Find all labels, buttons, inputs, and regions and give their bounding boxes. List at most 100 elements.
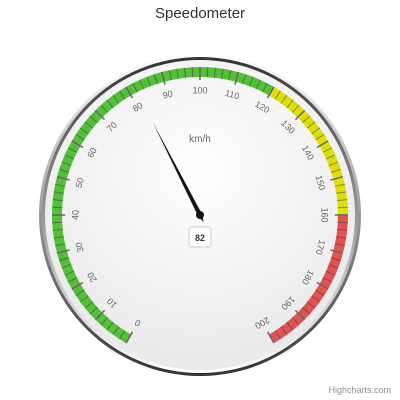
minor-tick [100, 317, 109, 326]
tick-label: 60 [85, 146, 99, 160]
minor-tick [337, 199, 348, 202]
minor-tick [328, 161, 339, 167]
tick-label: 100 [192, 85, 207, 95]
minor-tick [184, 67, 187, 78]
major-tick [160, 71, 166, 85]
plot-band-1 [269, 86, 348, 215]
minor-tick [302, 306, 311, 315]
tick-label: 90 [162, 88, 174, 100]
minor-tick [61, 263, 72, 269]
minor-tick [118, 90, 126, 100]
minor-tick [146, 76, 152, 87]
minor-tick [311, 295, 321, 303]
minor-tick [75, 289, 85, 297]
unit-label: km/h [189, 134, 211, 145]
minor-tick [302, 115, 311, 124]
minor-tick [64, 154, 75, 160]
major-tick [125, 86, 134, 99]
major-tick [266, 86, 275, 99]
minor-tick [206, 67, 209, 78]
minor-tick [334, 243, 345, 247]
minor-tick [79, 295, 89, 303]
minor-tick [337, 221, 348, 224]
minor-tick [106, 99, 114, 109]
minor-tick [55, 183, 66, 187]
minor-tick [153, 74, 158, 84]
minor-tick [291, 317, 300, 326]
tick-label: 30 [73, 241, 85, 253]
minor-tick [132, 82, 138, 93]
minor-tick [79, 127, 89, 135]
value-label-box: 82 [188, 226, 212, 248]
minor-tick [255, 79, 261, 90]
minor-tick [84, 301, 94, 309]
minor-tick [325, 270, 336, 276]
minor-tick [191, 67, 194, 78]
major-tick [330, 249, 344, 255]
minor-tick [52, 228, 63, 231]
minor-tick [306, 301, 316, 309]
minor-tick [67, 147, 78, 153]
gauge-needle [152, 121, 204, 223]
tick-label: 150 [314, 174, 328, 191]
tick-label: 80 [131, 100, 145, 114]
major-tick [330, 175, 344, 181]
minor-tick [337, 228, 348, 231]
major-tick [94, 109, 106, 121]
minor-tick [274, 330, 282, 340]
minor-tick [53, 236, 64, 239]
minor-tick [242, 74, 247, 84]
minor-tick [336, 191, 347, 194]
minor-tick [228, 70, 232, 81]
plot-band-2 [269, 215, 348, 344]
minor-tick [139, 79, 145, 90]
major-tick [56, 249, 70, 255]
tick-label: 40 [70, 210, 80, 220]
minor-tick [100, 104, 109, 113]
credits-link[interactable]: Highcharts.com [328, 385, 391, 395]
minor-tick [286, 99, 294, 109]
minor-tick [89, 115, 98, 124]
major-tick [71, 281, 84, 290]
major-tick [294, 309, 306, 321]
minor-tick [112, 326, 120, 336]
minor-tick [331, 168, 341, 173]
major-tick [125, 331, 134, 344]
minor-tick [176, 68, 179, 79]
minor-tick [53, 191, 64, 194]
minor-tick [262, 82, 268, 93]
minor-tick [315, 289, 325, 297]
minor-tick [112, 94, 120, 104]
tick-label: 0 [133, 317, 142, 328]
major-tick [71, 140, 84, 149]
minor-tick [286, 321, 294, 331]
major-tick [56, 175, 70, 181]
minor-tick [64, 270, 75, 276]
minor-tick [213, 67, 216, 78]
minor-tick [325, 154, 336, 160]
minor-tick [106, 321, 114, 331]
minor-tick [315, 133, 325, 141]
minor-tick [89, 306, 98, 315]
minor-tick [67, 277, 78, 283]
minor-tick [280, 326, 288, 336]
tick-label: 70 [105, 120, 119, 134]
needle-pivot [196, 211, 204, 219]
minor-tick [52, 199, 63, 202]
minor-tick [59, 168, 69, 173]
minor-tick [52, 206, 63, 209]
minor-tick [61, 161, 72, 167]
minor-tick [328, 263, 339, 269]
minor-tick [221, 68, 224, 79]
tick-label: 20 [85, 270, 99, 284]
chart-title: Speedometer [154, 5, 246, 22]
major-tick [316, 281, 329, 290]
minor-tick [248, 76, 254, 87]
tick-label: 50 [73, 177, 85, 189]
major-tick [294, 109, 306, 121]
minor-tick [291, 104, 300, 113]
minor-tick [336, 236, 347, 239]
tick-label: 10 [105, 296, 119, 310]
tick-label: 160 [320, 207, 330, 222]
